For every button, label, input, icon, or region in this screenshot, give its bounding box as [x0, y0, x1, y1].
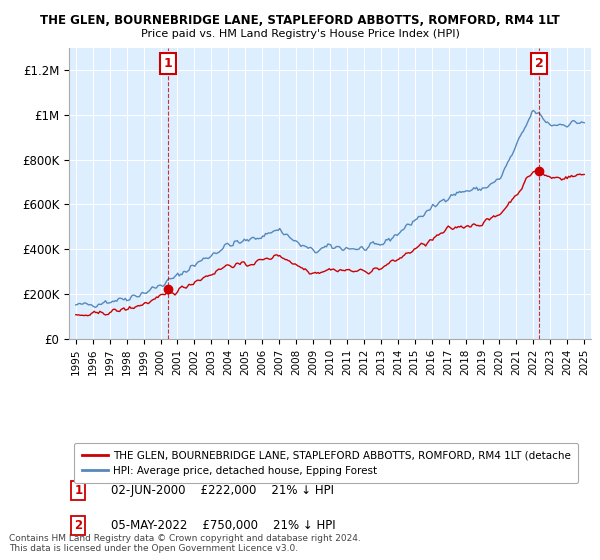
Text: 05-MAY-2022    £750,000    21% ↓ HPI: 05-MAY-2022 £750,000 21% ↓ HPI: [111, 519, 335, 531]
Text: 1: 1: [163, 57, 172, 70]
Text: 2: 2: [74, 519, 82, 531]
Text: Contains HM Land Registry data © Crown copyright and database right 2024.
This d: Contains HM Land Registry data © Crown c…: [9, 534, 361, 553]
Text: THE GLEN, BOURNEBRIDGE LANE, STAPLEFORD ABBOTTS, ROMFORD, RM4 1LT: THE GLEN, BOURNEBRIDGE LANE, STAPLEFORD …: [40, 14, 560, 27]
Text: 2: 2: [535, 57, 544, 70]
Text: Price paid vs. HM Land Registry's House Price Index (HPI): Price paid vs. HM Land Registry's House …: [140, 29, 460, 39]
Text: 02-JUN-2000    £222,000    21% ↓ HPI: 02-JUN-2000 £222,000 21% ↓ HPI: [111, 484, 334, 497]
Legend: THE GLEN, BOURNEBRIDGE LANE, STAPLEFORD ABBOTTS, ROMFORD, RM4 1LT (detache, HPI:: THE GLEN, BOURNEBRIDGE LANE, STAPLEFORD …: [74, 443, 578, 483]
Text: 1: 1: [74, 484, 82, 497]
